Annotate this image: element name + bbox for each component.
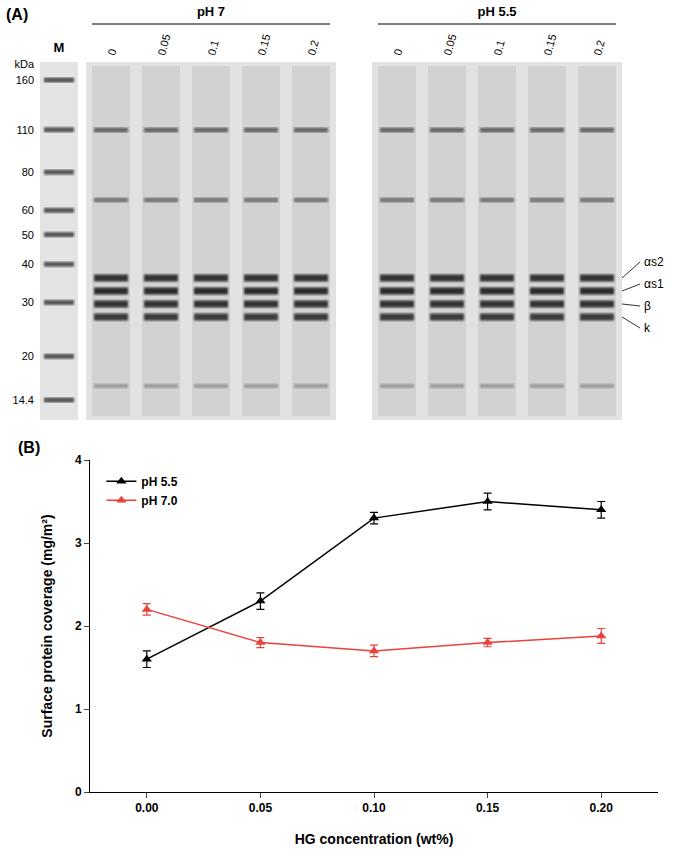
svg-text:0.05: 0.05 [155,33,172,57]
svg-text:0: 0 [105,47,118,56]
svg-text:20: 20 [22,350,34,362]
svg-text:4: 4 [75,453,82,467]
svg-text:80: 80 [22,166,34,178]
svg-text:HG concentration (wt%): HG concentration (wt%) [295,831,454,847]
svg-text:0: 0 [391,47,404,56]
svg-text:50: 50 [22,229,34,241]
svg-text:0.15: 0.15 [541,33,558,57]
svg-text:0.00: 0.00 [135,801,159,815]
svg-text:14.4: 14.4 [13,394,34,406]
svg-text:0.1: 0.1 [205,39,221,57]
svg-text:Surface protein coverage (mg/m: Surface protein coverage (mg/m²) [39,514,55,737]
svg-text:0.2: 0.2 [591,39,607,57]
svg-text:(B): (B) [18,439,40,456]
svg-text:0.20: 0.20 [590,801,614,815]
svg-text:0.2: 0.2 [305,39,321,57]
svg-text:αs2: αs2 [644,255,664,269]
svg-text:2: 2 [75,619,82,633]
svg-text:αs1: αs1 [644,277,664,291]
svg-text:0.05: 0.05 [249,801,273,815]
svg-text:pH 7.0: pH 7.0 [141,494,177,508]
svg-text:3: 3 [75,536,82,550]
svg-text:60: 60 [22,204,34,216]
svg-text:kDa: kDa [14,58,34,70]
svg-text:1: 1 [75,702,82,716]
svg-text:0.1: 0.1 [491,39,507,57]
svg-text:110: 110 [16,124,34,136]
svg-text:pH 5.5: pH 5.5 [477,4,516,19]
svg-text:160: 160 [16,74,34,86]
svg-text:40: 40 [22,258,34,270]
svg-text:M: M [54,40,65,55]
svg-text:k: k [644,321,651,335]
svg-text:0: 0 [75,785,82,799]
svg-text:pH 5.5: pH 5.5 [141,475,177,489]
svg-text:pH 7: pH 7 [197,4,225,19]
svg-text:0.15: 0.15 [255,33,272,57]
svg-text:0.05: 0.05 [441,33,458,57]
svg-text:β: β [644,299,651,313]
svg-text:(A): (A) [6,6,28,23]
svg-text:30: 30 [22,296,34,308]
svg-text:0.15: 0.15 [476,801,500,815]
svg-text:0.10: 0.10 [362,801,386,815]
